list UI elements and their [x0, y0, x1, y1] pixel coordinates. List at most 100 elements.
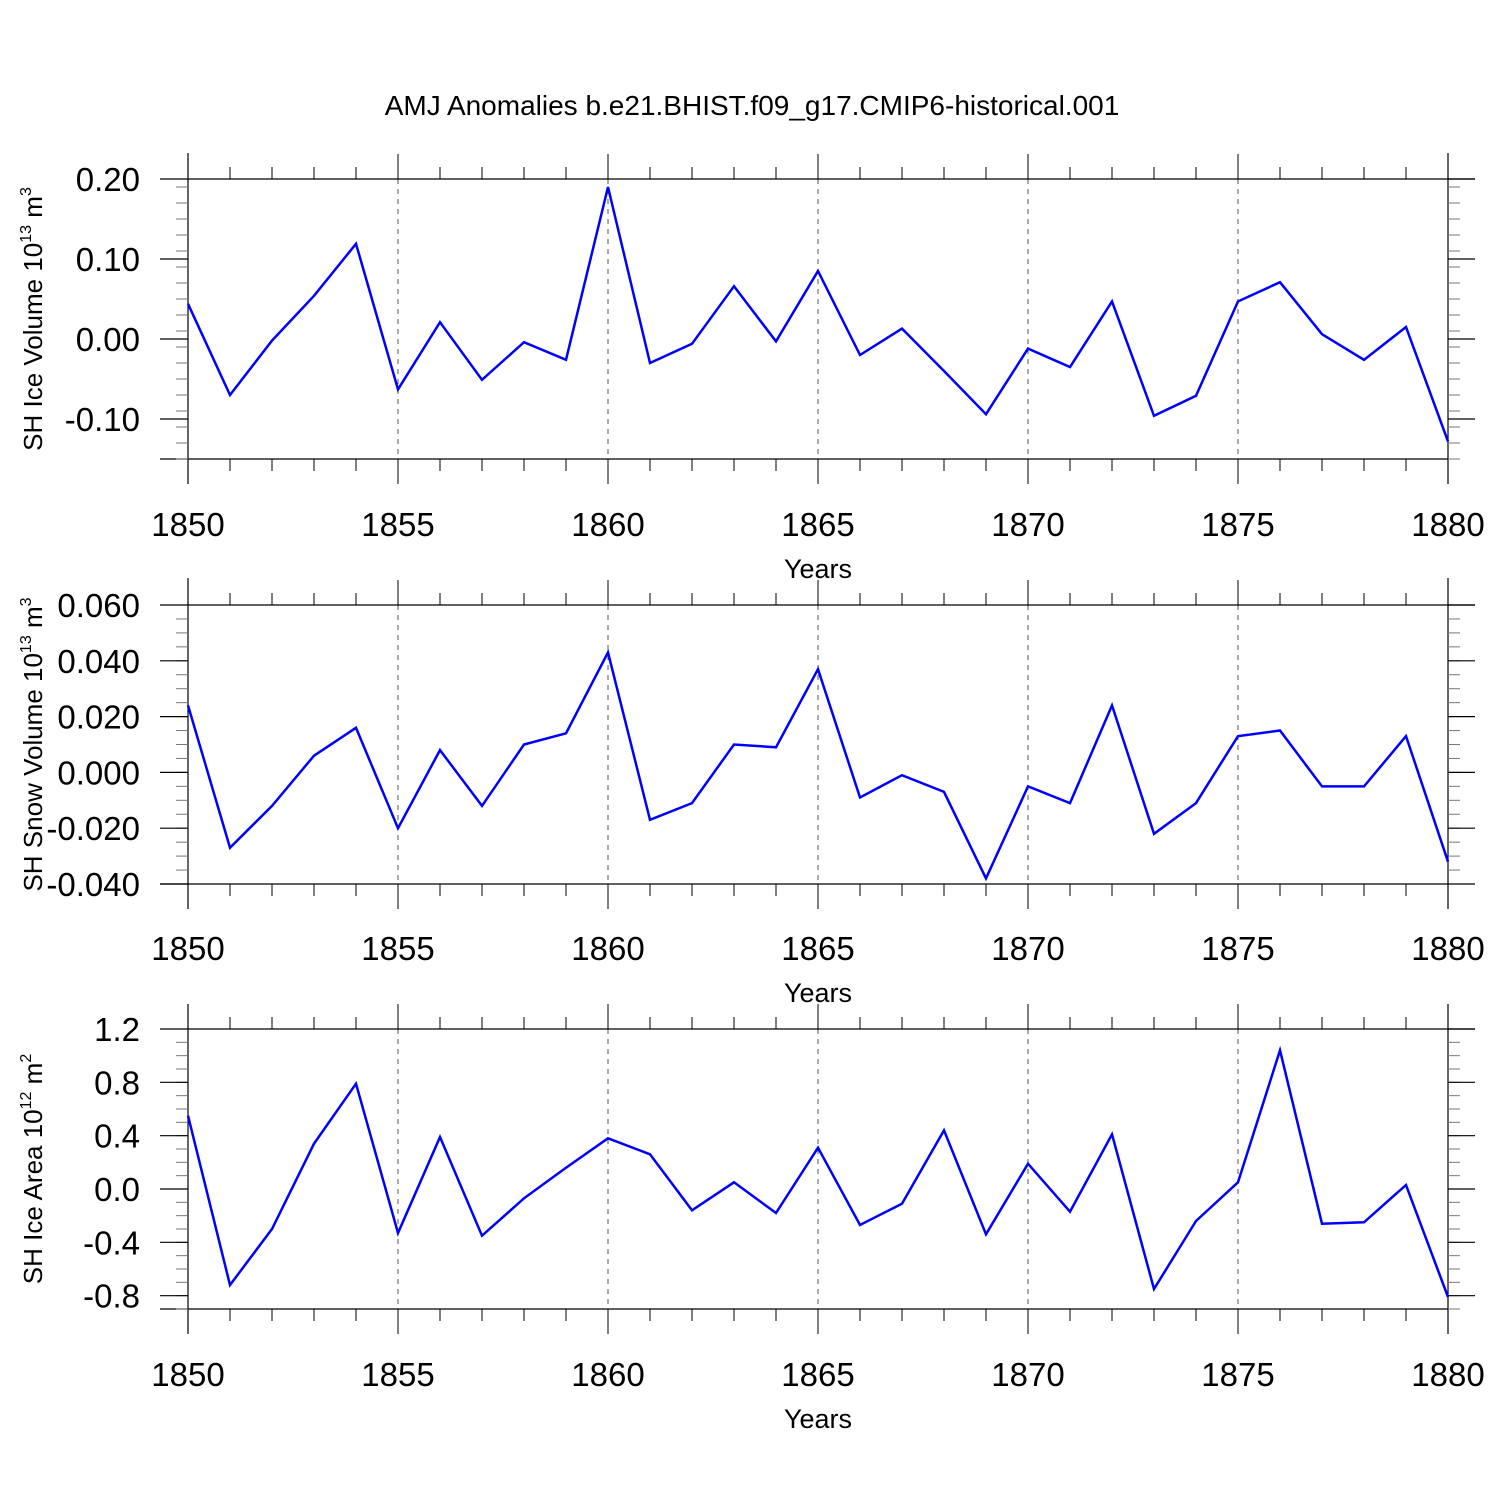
data-point [734, 1182, 735, 1183]
data-point [1112, 301, 1113, 302]
data-point [482, 379, 483, 380]
data-point [986, 414, 987, 415]
x-tick-label: 1855 [361, 1356, 434, 1393]
x-tick-label: 1865 [781, 506, 854, 543]
data-point [1364, 1222, 1365, 1223]
y-axis-title: SH Snow Volume 1013 m3 [18, 597, 48, 891]
data-point [566, 359, 567, 360]
data-point [524, 744, 525, 745]
data-point [860, 797, 861, 798]
data-point [650, 363, 651, 364]
x-tick-label: 1880 [1411, 506, 1484, 543]
data-point [272, 805, 273, 806]
data-point [692, 1210, 693, 1211]
y-tick-label: 0.040 [57, 643, 140, 680]
data-point [1448, 861, 1449, 862]
y-tick-label: -0.020 [46, 810, 140, 847]
x-axis-title: Years [784, 554, 852, 584]
data-point [1406, 327, 1407, 328]
data-point [1154, 415, 1155, 416]
data-point [566, 1167, 567, 1168]
y-tick-label: -0.8 [83, 1278, 140, 1315]
data-point [692, 803, 693, 804]
y-tick-label: 0.020 [57, 699, 140, 736]
data-point [1196, 395, 1197, 396]
data-point [1280, 730, 1281, 731]
data-point [230, 847, 231, 848]
data-point [356, 727, 357, 728]
data-point [272, 1229, 273, 1230]
data-point [482, 1235, 483, 1236]
series-line [186, 186, 1450, 442]
data-point [356, 1083, 357, 1084]
data-point [608, 187, 609, 188]
x-tick-label: 1850 [151, 506, 224, 543]
data-point [818, 271, 819, 272]
y-tick-label: 0.00 [76, 321, 140, 358]
data-point [1406, 1185, 1407, 1186]
y-tick-label: 0.4 [94, 1118, 140, 1155]
y-axis-title: SH Ice Volume 1013 m3 [18, 187, 48, 451]
data-point [398, 389, 399, 390]
x-tick-label: 1855 [361, 930, 434, 967]
data-point [1448, 1297, 1449, 1298]
data-point [230, 1285, 231, 1286]
data-point [776, 1213, 777, 1214]
data-point [1322, 334, 1323, 335]
y-tick-label: 0.060 [57, 587, 140, 624]
x-tick-label: 1865 [781, 1356, 854, 1393]
x-tick-label: 1875 [1201, 506, 1274, 543]
x-tick-label: 1875 [1201, 930, 1274, 967]
data-point [440, 1137, 441, 1138]
x-tick-label: 1860 [571, 930, 644, 967]
data-point [1196, 803, 1197, 804]
data-point [986, 1234, 987, 1235]
x-axis-title: Years [784, 978, 852, 1008]
data-point [650, 1154, 651, 1155]
data-point [1280, 282, 1281, 283]
x-tick-label: 1875 [1201, 1356, 1274, 1393]
x-tick-label: 1850 [151, 1356, 224, 1393]
x-tick-label: 1860 [571, 1356, 644, 1393]
data-point [944, 791, 945, 792]
data-point [986, 878, 987, 879]
data-point [944, 371, 945, 372]
data-point [314, 1143, 315, 1144]
data-point [1154, 833, 1155, 834]
x-tick-label: 1880 [1411, 1356, 1484, 1393]
data-point [1238, 1182, 1239, 1183]
panel-snow-volume: SH Snow Volume 1013 m3 Years 0.060 0.040 0… [18, 578, 1485, 1008]
data-point [818, 1147, 819, 1148]
data-point [860, 1225, 861, 1226]
data-point [1070, 367, 1071, 368]
data-point [1028, 1163, 1029, 1164]
y-axis-title: SH Ice Area 1012 m2 [18, 1054, 48, 1285]
data-point [1322, 786, 1323, 787]
data-point [902, 1203, 903, 1204]
panel-ice-volume: SH Ice Volume 1013 m3 Years 0.20 0.10 0.00… [18, 153, 1485, 584]
data-point [734, 744, 735, 745]
x-tick-label: 1860 [571, 506, 644, 543]
series-line [186, 648, 1450, 882]
data-point [776, 747, 777, 748]
data-point [1364, 359, 1365, 360]
data-point [902, 328, 903, 329]
data-point [356, 243, 357, 244]
x-tick-label: 1855 [361, 506, 434, 543]
data-point [1154, 1289, 1155, 1290]
data-point [398, 1233, 399, 1234]
data-point [1028, 786, 1029, 787]
data-point [1448, 441, 1449, 442]
data-point [1070, 803, 1071, 804]
data-point [692, 343, 693, 344]
data-point [608, 652, 609, 653]
data-point [482, 805, 483, 806]
data-point [230, 395, 231, 396]
x-tick-label: 1865 [781, 930, 854, 967]
data-point [188, 705, 189, 706]
data-point [440, 322, 441, 323]
y-tick-label: -0.040 [46, 866, 140, 903]
data-point [524, 342, 525, 343]
data-point [650, 819, 651, 820]
data-point [860, 355, 861, 356]
